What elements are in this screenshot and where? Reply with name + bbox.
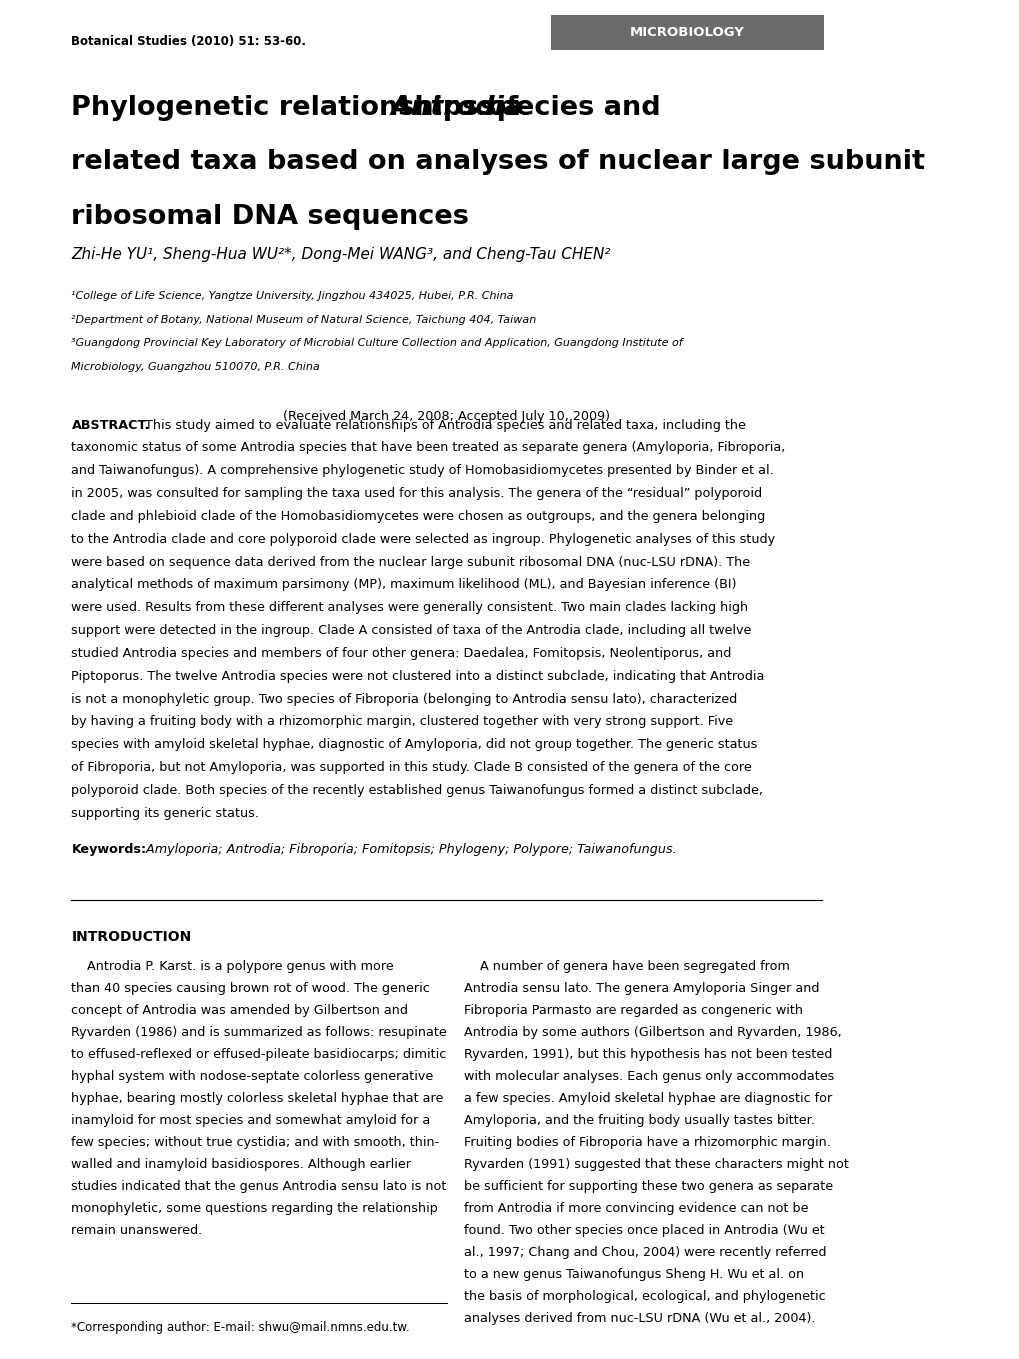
Text: with molecular analyses. Each genus only accommodates: with molecular analyses. Each genus only… — [464, 1070, 835, 1083]
Text: Fibroporia Parmasto are regarded as congeneric with: Fibroporia Parmasto are regarded as cong… — [464, 1004, 803, 1017]
Text: Botanical Studies (2010) 51: 53-60.: Botanical Studies (2010) 51: 53-60. — [71, 35, 306, 49]
Text: analytical methods of maximum parsimony (MP), maximum likelihood (ML), and Bayes: analytical methods of maximum parsimony … — [71, 579, 737, 591]
Text: Phylogenetic relationships of: Phylogenetic relationships of — [71, 95, 528, 121]
Text: to the Antrodia clade and core polyporoid clade were selected as ingroup. Phylog: to the Antrodia clade and core polyporoi… — [71, 533, 774, 546]
Text: ribosomal DNA sequences: ribosomal DNA sequences — [71, 204, 469, 230]
Text: ³Guangdong Provincial Key Laboratory of Microbial Culture Collection and Applica: ³Guangdong Provincial Key Laboratory of … — [71, 338, 683, 348]
Text: of Fibroporia, but not Amyloporia, was supported in this study. Clade B consiste: of Fibroporia, but not Amyloporia, was s… — [71, 761, 751, 775]
Text: monophyletic, some questions regarding the relationship: monophyletic, some questions regarding t… — [71, 1203, 438, 1215]
Text: by having a fruiting body with a rhizomorphic margin, clustered together with ve: by having a fruiting body with a rhizomo… — [71, 715, 733, 728]
Text: remain unanswered.: remain unanswered. — [71, 1224, 203, 1237]
Text: Antrodia P. Karst. is a polypore genus with more: Antrodia P. Karst. is a polypore genus w… — [71, 959, 393, 973]
Text: than 40 species causing brown rot of wood. The generic: than 40 species causing brown rot of woo… — [71, 983, 430, 995]
Text: Ryvarden (1986) and is summarized as follows: resupinate: Ryvarden (1986) and is summarized as fol… — [71, 1026, 446, 1040]
Text: were based on sequence data derived from the nuclear large subunit ribosomal DNA: were based on sequence data derived from… — [71, 556, 750, 568]
Text: polyporoid clade. Both species of the recently established genus Taiwanofungus f: polyporoid clade. Both species of the re… — [71, 784, 762, 796]
Text: Ryvarden, 1991), but this hypothesis has not been tested: Ryvarden, 1991), but this hypothesis has… — [464, 1048, 833, 1061]
Text: analyses derived from nuc-LSU rDNA (Wu et al., 2004).: analyses derived from nuc-LSU rDNA (Wu e… — [464, 1313, 815, 1325]
Text: clade and phlebioid clade of the Homobasidiomycetes were chosen as outgroups, an: clade and phlebioid clade of the Homobas… — [71, 510, 765, 523]
Text: Amyloporia; Antrodia; Fibroporia; Fomitopsis; Phylogeny; Polypore; Taiwanofungus: Amyloporia; Antrodia; Fibroporia; Fomito… — [142, 843, 676, 856]
Text: is not a monophyletic group. Two species of Fibroporia (belonging to Antrodia se: is not a monophyletic group. Two species… — [71, 693, 737, 705]
Text: related taxa based on analyses of nuclear large subunit: related taxa based on analyses of nuclea… — [71, 149, 924, 175]
Text: walled and inamyloid basidiospores. Although earlier: walled and inamyloid basidiospores. Alth… — [71, 1158, 411, 1171]
Text: the basis of morphological, ecological, and phylogenetic: the basis of morphological, ecological, … — [464, 1290, 825, 1303]
Text: al., 1997; Chang and Chou, 2004) were recently referred: al., 1997; Chang and Chou, 2004) were re… — [464, 1246, 826, 1260]
Text: Fruiting bodies of Fibroporia have a rhizomorphic margin.: Fruiting bodies of Fibroporia have a rhi… — [464, 1136, 830, 1150]
Text: This study aimed to evaluate relationships of Antrodia species and related taxa,: This study aimed to evaluate relationshi… — [137, 419, 745, 432]
Text: Amyloporia, and the fruiting body usually tastes bitter.: Amyloporia, and the fruiting body usuall… — [464, 1114, 814, 1127]
Text: A number of genera have been segregated from: A number of genera have been segregated … — [464, 959, 790, 973]
Text: ¹College of Life Science, Yangtze University, Jingzhou 434025, Hubei, P.R. China: ¹College of Life Science, Yangtze Univer… — [71, 291, 514, 300]
Text: hyphae, bearing mostly colorless skeletal hyphae that are: hyphae, bearing mostly colorless skeleta… — [71, 1093, 443, 1105]
Text: Zhi-He YU¹, Sheng-Hua WU²*, Dong-Mei WANG³, and Cheng-Tau CHEN²: Zhi-He YU¹, Sheng-Hua WU²*, Dong-Mei WAN… — [71, 247, 610, 262]
Text: to effused-reflexed or effused-pileate basidiocarps; dimitic: to effused-reflexed or effused-pileate b… — [71, 1048, 446, 1061]
Text: Antrodia: Antrodia — [391, 95, 523, 121]
Text: in 2005, was consulted for sampling the taxa used for this analysis. The genera : in 2005, was consulted for sampling the … — [71, 487, 762, 500]
Text: and Taiwanofungus). A comprehensive phylogenetic study of Homobasidiomycetes pre: and Taiwanofungus). A comprehensive phyl… — [71, 465, 773, 477]
Text: studied Antrodia species and members of four other genera: Daedalea, Fomitopsis,: studied Antrodia species and members of … — [71, 647, 731, 660]
Text: Microbiology, Guangzhou 510070, P.R. China: Microbiology, Guangzhou 510070, P.R. Chi… — [71, 361, 320, 372]
Text: Ryvarden (1991) suggested that these characters might not: Ryvarden (1991) suggested that these cha… — [464, 1158, 849, 1171]
Text: concept of Antrodia was amended by Gilbertson and: concept of Antrodia was amended by Gilbe… — [71, 1004, 408, 1017]
Text: support were detected in the ingroup. Clade A consisted of taxa of the Antrodia : support were detected in the ingroup. Cl… — [71, 624, 751, 637]
Text: INTRODUCTION: INTRODUCTION — [71, 930, 192, 945]
Text: Antrodia by some authors (Gilbertson and Ryvarden, 1986,: Antrodia by some authors (Gilbertson and… — [464, 1026, 842, 1040]
Text: were used. Results from these different analyses were generally consistent. Two : were used. Results from these different … — [71, 601, 748, 614]
Text: hyphal system with nodose-septate colorless generative: hyphal system with nodose-septate colorl… — [71, 1070, 433, 1083]
Text: inamyloid for most species and somewhat amyloid for a: inamyloid for most species and somewhat … — [71, 1114, 430, 1127]
Text: (Received March 24, 2008; Accepted July 10, 2009): (Received March 24, 2008; Accepted July … — [283, 410, 609, 423]
Text: MICROBIOLOGY: MICROBIOLOGY — [630, 26, 744, 39]
Text: species and: species and — [471, 95, 659, 121]
Text: few species; without true cystidia; and with smooth, thin-: few species; without true cystidia; and … — [71, 1136, 439, 1150]
Text: a few species. Amyloid skeletal hyphae are diagnostic for: a few species. Amyloid skeletal hyphae a… — [464, 1093, 832, 1105]
Text: from Antrodia if more convincing evidence can not be: from Antrodia if more convincing evidenc… — [464, 1203, 808, 1215]
Text: Keywords:: Keywords: — [71, 843, 147, 856]
FancyBboxPatch shape — [550, 15, 822, 50]
Text: supporting its generic status.: supporting its generic status. — [71, 807, 259, 819]
Text: taxonomic status of some Antrodia species that have been treated as separate gen: taxonomic status of some Antrodia specie… — [71, 442, 785, 454]
Text: Antrodia sensu lato. The genera Amyloporia Singer and: Antrodia sensu lato. The genera Amylopor… — [464, 983, 819, 995]
Text: *Corresponding author: E-mail: shwu@mail.nmns.edu.tw.: *Corresponding author: E-mail: shwu@mail… — [71, 1321, 410, 1335]
Text: Piptoporus. The twelve Antrodia species were not clustered into a distinct subcl: Piptoporus. The twelve Antrodia species … — [71, 670, 764, 682]
Text: be sufficient for supporting these two genera as separate: be sufficient for supporting these two g… — [464, 1180, 833, 1193]
Text: found. Two other species once placed in Antrodia (Wu et: found. Two other species once placed in … — [464, 1224, 824, 1237]
Text: to a new genus Taiwanofungus Sheng H. Wu et al. on: to a new genus Taiwanofungus Sheng H. Wu… — [464, 1268, 804, 1282]
Text: ABSTRACT.: ABSTRACT. — [71, 419, 150, 432]
Text: studies indicated that the genus Antrodia sensu lato is not: studies indicated that the genus Antrodi… — [71, 1180, 446, 1193]
Text: ²Department of Botany, National Museum of Natural Science, Taichung 404, Taiwan: ²Department of Botany, National Museum o… — [71, 314, 536, 325]
Text: species with amyloid skeletal hyphae, diagnostic of Amyloporia, did not group to: species with amyloid skeletal hyphae, di… — [71, 738, 757, 752]
